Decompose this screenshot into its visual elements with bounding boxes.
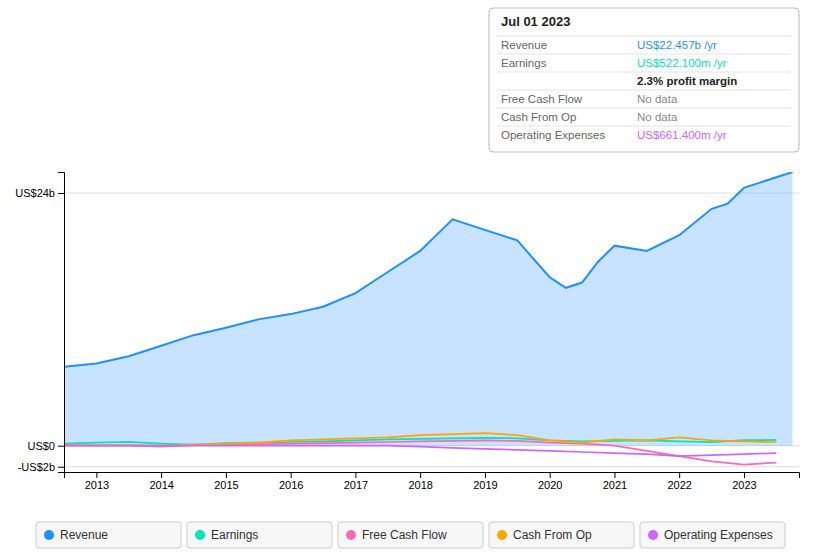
legend-item: Operating Expenses <box>640 522 785 548</box>
legend-label: Free Cash Flow <box>362 528 447 542</box>
annotation-separator <box>497 108 791 109</box>
x-tick-mark <box>355 472 356 478</box>
x-tick-label: 2013 <box>85 479 109 491</box>
annotation-value: US$22.457b /yr <box>637 39 717 51</box>
annotation-value: US$661.400m /yr <box>637 129 727 141</box>
annotation-label: Earnings <box>501 57 547 69</box>
x-tick-label: 2022 <box>667 479 691 491</box>
annotation-label: Revenue <box>501 39 547 51</box>
legend-box <box>187 522 332 548</box>
x-tick-label: 2020 <box>538 479 562 491</box>
x-tick-label: 2021 <box>603 479 627 491</box>
legend-label: Cash From Op <box>513 528 592 542</box>
legend-item: Revenue <box>36 522 181 548</box>
grid-line <box>64 466 799 467</box>
x-tick-label: 2017 <box>344 479 368 491</box>
annotation-separator <box>497 72 791 73</box>
legend-swatch <box>346 530 356 540</box>
legend-label: Operating Expenses <box>664 528 773 542</box>
legend-box <box>640 522 785 548</box>
x-axis-line <box>65 473 800 479</box>
x-tick-mark <box>291 472 292 478</box>
y-axis-line <box>58 173 65 473</box>
x-tick: 2015 <box>214 472 238 491</box>
x-tick: 2020 <box>538 472 562 491</box>
x-tick: 2013 <box>85 472 109 491</box>
legend-item: Cash From Op <box>489 522 634 548</box>
annotation-value: No data <box>637 93 678 105</box>
legend-swatch <box>44 530 54 540</box>
x-tick: 2023 <box>732 472 756 491</box>
x-tick-label: 2016 <box>279 479 303 491</box>
y-tick-label: US$24b <box>15 187 55 199</box>
annotation-separator <box>497 90 791 91</box>
legend-label: Revenue <box>60 528 108 542</box>
legend-swatch <box>497 530 507 540</box>
annotation-label: Operating Expenses <box>501 129 605 141</box>
annotation-separator <box>497 36 791 37</box>
y-tick-mark <box>58 193 64 194</box>
line <box>64 446 776 457</box>
x-tick-mark <box>744 472 745 478</box>
plot-area <box>64 172 793 465</box>
x-tick: 2018 <box>408 472 432 491</box>
line <box>64 433 776 446</box>
annotation-box: Jul 01 2023 Revenue US$22.457b /yr Earnings… <box>489 8 799 152</box>
y-tick-label: US$0 <box>27 440 55 452</box>
annotation-label: Free Cash Flow <box>501 93 583 105</box>
x-tick: 2022 <box>667 472 691 491</box>
x-tick-mark <box>226 472 227 478</box>
x-tick-mark <box>679 472 680 478</box>
annotation-value: 2.3% profit margin <box>637 75 737 87</box>
x-tick-label: 2018 <box>408 479 432 491</box>
x-tick: 2021 <box>603 472 627 491</box>
y-axis: -US$2b US$0 US$24b <box>15 173 64 473</box>
annotation-title: Jul 01 2023 <box>501 14 570 29</box>
legend-label: Earnings <box>211 528 258 542</box>
x-tick: 2017 <box>344 472 368 491</box>
x-axis: 2013 2014 2015 2016 2017 2018 2019 2020 2021 2022… <box>65 472 800 491</box>
x-tick-label: 2023 <box>732 479 756 491</box>
y-tick: US$0 <box>27 440 64 452</box>
x-tick-mark <box>485 472 486 478</box>
legend-box <box>338 522 483 548</box>
y-tick: US$24b <box>15 187 64 199</box>
x-tick-mark <box>420 472 421 478</box>
annotation-value: No data <box>637 111 678 123</box>
legend-swatch <box>648 530 658 540</box>
area <box>64 172 793 446</box>
annotation-separator <box>497 54 791 55</box>
chart: 2013 2014 2015 2016 2017 2018 2019 2020 2021 2022… <box>0 0 821 560</box>
legend: Revenue Earnings Free Cash Flow Cash From O… <box>36 522 785 548</box>
x-tick-label: 2015 <box>214 479 238 491</box>
legend-item: Earnings <box>187 522 332 548</box>
x-tick-mark <box>161 472 162 478</box>
x-tick: 2014 <box>149 472 173 491</box>
x-tick: 2019 <box>473 472 497 491</box>
x-tick-mark <box>96 472 97 478</box>
x-tick-mark <box>550 472 551 478</box>
annotation-label: Cash From Op <box>501 111 576 123</box>
y-tick: -US$2b <box>18 461 64 473</box>
legend-box <box>36 522 181 548</box>
x-tick-label: 2019 <box>473 479 497 491</box>
x-tick-label: 2014 <box>149 479 173 491</box>
grid-line <box>64 193 799 194</box>
annotation-frame <box>489 8 799 152</box>
line <box>64 172 793 367</box>
annotation-value: US$522.100m /yr <box>637 57 727 69</box>
legend-item: Free Cash Flow <box>338 522 483 548</box>
y-tick-mark <box>58 446 64 447</box>
x-tick: 2016 <box>279 472 303 491</box>
y-tick-mark <box>58 467 64 468</box>
annotation-separator <box>497 126 791 127</box>
y-tick-label: -US$2b <box>18 461 55 473</box>
line <box>64 440 776 464</box>
x-tick-mark <box>614 472 615 478</box>
legend-swatch <box>195 530 205 540</box>
legend-box <box>489 522 634 548</box>
